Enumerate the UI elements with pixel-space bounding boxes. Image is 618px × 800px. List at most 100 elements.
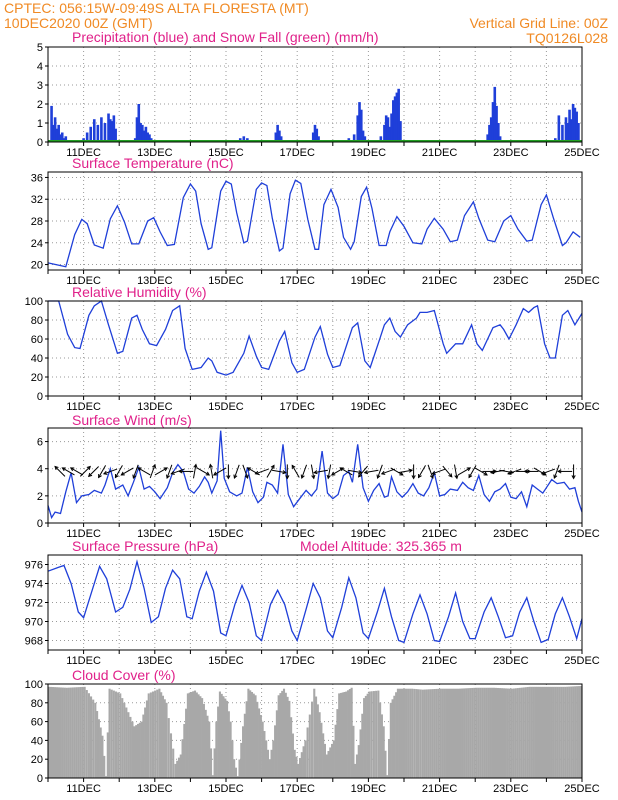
wind-arrowhead xyxy=(454,474,459,480)
wind-arrowhead xyxy=(507,470,512,475)
precip-bar xyxy=(311,132,315,142)
pressure-annotation: Model Altitude: 325.365 m xyxy=(300,538,462,554)
precip-bar xyxy=(278,130,281,142)
cloud-column xyxy=(195,692,198,778)
cloud-column xyxy=(508,688,511,778)
wind-arrowhead xyxy=(313,470,318,475)
temperature-xtick-label: 17DEC xyxy=(279,275,315,287)
cloud-column xyxy=(320,722,323,778)
cloud-column xyxy=(423,689,426,778)
cloud-column xyxy=(181,739,184,778)
cloud-column xyxy=(63,687,66,778)
wind-arrowhead xyxy=(213,471,218,476)
cloud-column xyxy=(103,755,106,778)
precip-bar xyxy=(557,115,561,142)
precip-bar xyxy=(60,132,64,142)
cloud-column xyxy=(364,695,367,778)
temperature-xtick-label: 15DEC xyxy=(208,275,244,287)
wind-arrowhead xyxy=(418,473,422,479)
cloud-column xyxy=(193,690,197,778)
cloud-xtick-label: 21DEC xyxy=(422,783,458,795)
cloud-column xyxy=(461,688,464,778)
cloud-column xyxy=(192,691,195,778)
precip-bar xyxy=(276,124,279,142)
cloud-column xyxy=(524,687,527,778)
cloud-column xyxy=(306,727,309,778)
wind-arrow xyxy=(115,465,123,478)
wind-arrow xyxy=(541,468,556,475)
wind-arrowhead xyxy=(311,474,316,480)
wind-arrowhead xyxy=(193,463,198,469)
cloud-column xyxy=(266,749,270,778)
cloud-column xyxy=(119,693,122,778)
cloud-column xyxy=(325,754,328,778)
cloud-column xyxy=(174,763,177,778)
cloud-column xyxy=(391,699,394,778)
cloud-column xyxy=(336,709,339,778)
cloud-column xyxy=(213,748,216,778)
cloud-column xyxy=(233,759,236,778)
precip-bar xyxy=(352,134,356,142)
wind-arrowhead xyxy=(163,467,168,472)
precip-bar xyxy=(141,124,144,142)
cloud-column xyxy=(534,686,537,778)
wind-arrowhead xyxy=(468,473,473,479)
cloud-ytick-label: 80 xyxy=(31,698,43,710)
cloud-column xyxy=(51,687,55,778)
cloud-column xyxy=(142,714,145,778)
cloud-column xyxy=(345,691,348,778)
cloud-column xyxy=(104,776,108,778)
cloud-column xyxy=(279,693,282,778)
cloud-column xyxy=(140,721,143,778)
precip-bar xyxy=(359,109,363,142)
wind-arrow xyxy=(166,464,173,479)
wind-arrowhead xyxy=(408,468,414,473)
cloud-column xyxy=(339,692,343,778)
wind-xtick-label: 13DEC xyxy=(137,528,173,540)
precip-bar xyxy=(242,136,246,142)
precip-bar xyxy=(383,124,386,142)
wind-arrow xyxy=(507,468,522,475)
wind-arrowhead xyxy=(120,471,125,476)
cloud-column xyxy=(275,710,278,778)
precip-bar xyxy=(100,117,103,142)
wind-arrow xyxy=(398,469,413,474)
wind-arrow xyxy=(553,464,560,479)
temperature-xtick-label: 13DEC xyxy=(137,275,173,287)
precip-xtick-label: 19DEC xyxy=(351,147,387,159)
wind-arrowhead xyxy=(429,474,434,479)
cloud-column xyxy=(366,693,369,778)
wind-arrow xyxy=(193,464,197,479)
cloud-column xyxy=(123,702,126,778)
cloud-column xyxy=(310,701,314,778)
wind-arrowhead xyxy=(282,470,287,475)
wind-arrowhead xyxy=(339,467,344,472)
cloud-column xyxy=(343,691,346,778)
precip-bar xyxy=(274,132,278,142)
wind-arrowhead xyxy=(170,470,175,475)
pressure-title: Surface Pressure (hPa) xyxy=(72,538,218,554)
wind-arrow xyxy=(314,469,328,474)
wind-arrowhead xyxy=(69,467,75,472)
cloud-column xyxy=(177,757,181,778)
temperature-frame xyxy=(47,171,583,271)
cloud-column xyxy=(379,702,382,778)
wind-ytick-label: 4 xyxy=(37,464,43,476)
cloud-column xyxy=(137,723,140,778)
cloud-column xyxy=(114,691,118,778)
pressure-xtick-label: 21DEC xyxy=(422,655,458,667)
cloud-column xyxy=(295,756,298,778)
precip-bar xyxy=(148,134,151,142)
cloud-column xyxy=(302,746,305,778)
cloud-column xyxy=(348,689,351,778)
wind-arrowhead xyxy=(98,473,102,479)
cloud-column xyxy=(231,740,234,778)
pressure-xtick-label: 13DEC xyxy=(137,655,173,667)
cloud-column xyxy=(263,731,266,778)
cloud-column xyxy=(564,686,567,778)
cloud-column xyxy=(566,686,569,778)
wind-arrow xyxy=(98,465,107,478)
humidity-ytick-label: 40 xyxy=(31,353,43,365)
wind-xtick-label: 21DEC xyxy=(422,528,458,540)
wind-arrowhead xyxy=(114,473,119,479)
